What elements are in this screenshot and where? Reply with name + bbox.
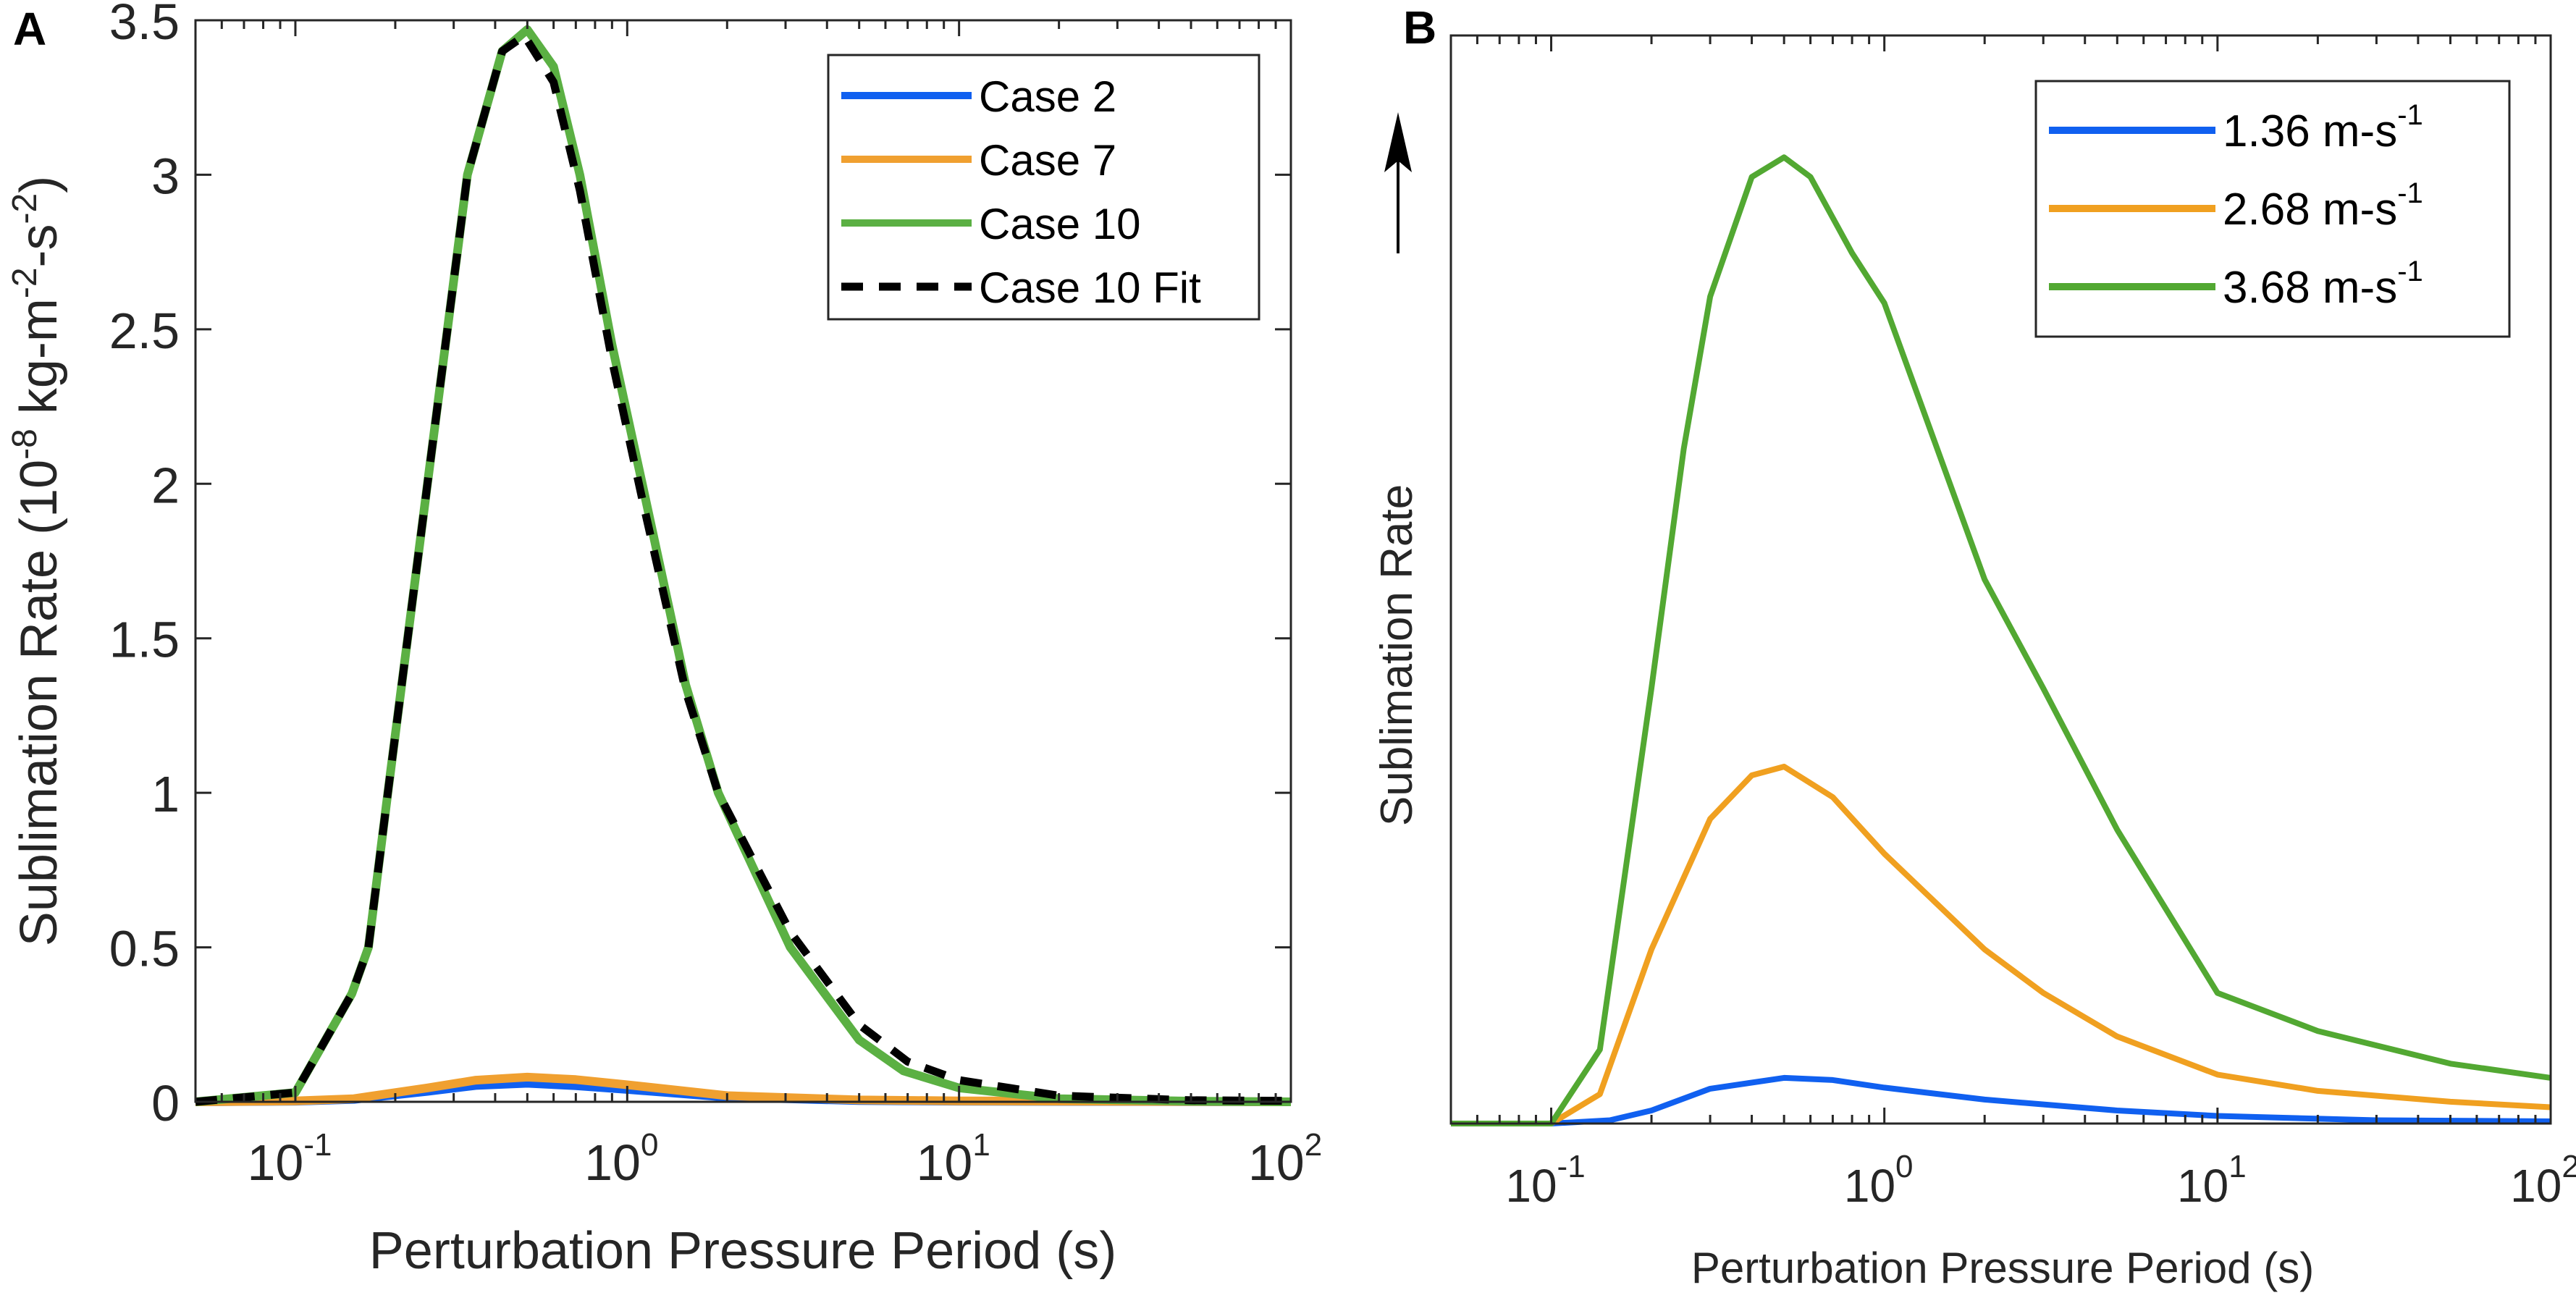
y-tick-label: 2 [151, 457, 180, 513]
x-tick-label: 10-1 [1505, 1149, 1585, 1212]
y-tick-label: 2.5 [109, 303, 180, 359]
panel-a-curves [195, 25, 1292, 1106]
series-line-case-7 [195, 1072, 1292, 1106]
legend-label: Case 2 [979, 72, 1116, 121]
y-tick-label: 3 [151, 148, 180, 204]
series-line-case-10-fit [195, 31, 1292, 1106]
x-tick-label: 101 [2177, 1149, 2247, 1212]
x-tick-label: 100 [1844, 1149, 1914, 1212]
legend-label: Case 10 [979, 200, 1140, 248]
panel-b-y-axis-label: Sublimation Rate [1372, 484, 1422, 826]
panel-a-x-axis-label: Perturbation Pressure Period (s) [369, 1222, 1116, 1280]
legend-label: Case 7 [979, 136, 1116, 185]
panel-b-x-axis-label: Perturbation Pressure Period (s) [1691, 1244, 2314, 1292]
y-tick-label: 1.5 [109, 612, 180, 668]
x-tick-label: 10-1 [247, 1127, 332, 1191]
panel-b: B 10-1 100 101 102 Perturbation Pressure Pe… [1372, 1, 2576, 1292]
legend-label: Case 10 Fit [979, 264, 1201, 312]
panel-a: A 10-1 100 101 102 0 0.5 1 1.5 2 2.5 3 3.5 Perturba… [6, 0, 1322, 1280]
series-line-2-68-m-s-1 [1451, 764, 2551, 1126]
panel-a-ticks: 10-1 100 101 102 0 0.5 1 1.5 2 2.5 3 3.5 [109, 0, 1322, 1191]
panel-b-legend-box [2034, 80, 2511, 338]
legend-item: Case 7 [841, 136, 1116, 185]
legend-item: Case 2 [841, 72, 1116, 121]
y-tick-label: 0.5 [109, 921, 180, 977]
y-tick-label: 0 [151, 1075, 180, 1131]
legend-item: 3.68 m-s-1 [2049, 256, 2423, 313]
panel-b-legend: 1.36 m-s-1 2.68 m-s-1 3.68 m-s-1 [2034, 80, 2511, 338]
panel-label-a: A [13, 3, 46, 55]
legend-label: 2.68 m-s-1 [2223, 177, 2423, 235]
legend-item: 1.36 m-s-1 [2049, 99, 2423, 156]
panel-b-axes-box [1449, 34, 2552, 1125]
y-axis-up-arrow-icon [1384, 112, 1412, 253]
y-tick-label: 1 [151, 766, 180, 822]
y-tick-label: 3.5 [109, 0, 180, 50]
x-tick-label: 100 [584, 1127, 658, 1191]
x-tick-label: 102 [1248, 1127, 1322, 1191]
legend-item: Case 10 Fit [841, 264, 1201, 312]
x-tick-label: 101 [916, 1127, 990, 1191]
legend-label: 1.36 m-s-1 [2223, 99, 2423, 156]
panel-label-b: B [1403, 1, 1436, 54]
legend-label: 3.68 m-s-1 [2223, 256, 2423, 313]
panel-a-axes-box [194, 19, 1292, 1103]
panel-a-legend: Case 2 Case 7 Case 10 Case 10 Fit [827, 54, 1260, 321]
legend-item: Case 10 [841, 200, 1140, 248]
panel-b-ticks: 10-1 100 101 102 [1449, 35, 2576, 1212]
legend-item: 2.68 m-s-1 [2049, 177, 2423, 235]
panel-a-y-axis-label: Sublimation Rate (10-8 kg-m-2-s-2) [6, 176, 68, 946]
series-line-3-68-m-s-1 [1451, 154, 2551, 1126]
series-line-1-36-m-s-1 [1451, 1074, 2551, 1126]
x-tick-label: 102 [2510, 1149, 2576, 1212]
